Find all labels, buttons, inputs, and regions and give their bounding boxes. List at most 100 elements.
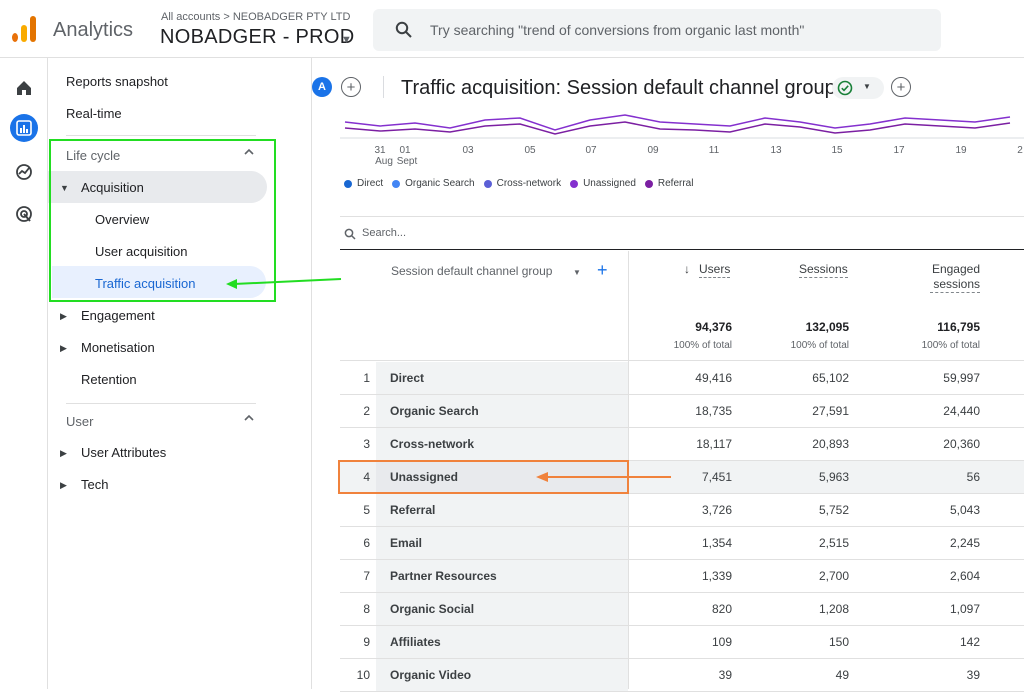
- table-row[interactable]: 8 Organic Social 820 1,208 1,097: [340, 593, 1024, 626]
- sort-desc-icon[interactable]: ↓: [684, 262, 690, 276]
- nav-user-attributes[interactable]: User Attributes: [81, 445, 167, 460]
- table-row[interactable]: 3 Cross-network 18,117 20,893 20,360: [340, 428, 1024, 461]
- row-sessions: 49: [835, 668, 849, 682]
- total-engaged-pct: 100% of total: [921, 340, 980, 351]
- add-comparison-icon[interactable]: +: [341, 77, 361, 97]
- advertising-icon[interactable]: [10, 200, 38, 228]
- nav-user-acquisition[interactable]: User acquisition: [95, 244, 188, 259]
- add-filter-icon[interactable]: +: [891, 77, 911, 97]
- legend-item[interactable]: Referral: [644, 178, 693, 189]
- legend-item[interactable]: Cross-network: [483, 178, 561, 189]
- row-channel-name[interactable]: Organic Search: [390, 404, 479, 418]
- table-row[interactable]: 5 Referral 3,726 5,752 5,043: [340, 494, 1024, 527]
- home-icon[interactable]: [10, 74, 38, 102]
- nav-reports-snapshot[interactable]: Reports snapshot: [66, 74, 168, 89]
- reports-icon[interactable]: [10, 114, 38, 142]
- table-search[interactable]: Search...: [340, 216, 1024, 250]
- green-arrow: [226, 278, 342, 289]
- search-input[interactable]: Try searching "trend of conversions from…: [430, 22, 805, 38]
- dimension-selector[interactable]: Session default channel group: [391, 264, 553, 278]
- caret-down-icon[interactable]: ▼: [341, 34, 352, 46]
- row-sessions: 27,591: [812, 404, 849, 418]
- legend-item[interactable]: Unassigned: [570, 178, 636, 189]
- table-row[interactable]: 4 Unassigned 7,451 5,963 56: [340, 461, 1024, 494]
- row-engaged-sessions: 142: [959, 635, 980, 649]
- table-row[interactable]: 2 Organic Search 18,735 27,591 24,440: [340, 395, 1024, 428]
- row-sessions: 2,700: [818, 569, 849, 583]
- metric-header-engaged-sessions[interactable]: Engaged sessions: [930, 262, 980, 293]
- app-name: Analytics: [53, 19, 134, 41]
- x-tick-label: 19: [955, 145, 967, 156]
- chevron-up-icon[interactable]: [243, 146, 255, 161]
- x-month-label: Aug: [375, 156, 393, 167]
- analytics-logo-icon[interactable]: [12, 16, 38, 42]
- legend-label: Direct: [357, 178, 384, 189]
- row-channel-name[interactable]: Cross-network: [390, 437, 475, 451]
- x-tick-label: 03: [462, 145, 474, 156]
- metric-header-sessions[interactable]: Sessions: [799, 262, 848, 278]
- table-header: [340, 251, 1024, 361]
- caret-down-icon[interactable]: ▼: [60, 183, 69, 193]
- row-channel-name[interactable]: Organic Video: [390, 668, 472, 682]
- row-channel-name[interactable]: Direct: [390, 371, 425, 385]
- series-line: [344, 121, 1011, 135]
- dimension-cell-bg: [376, 494, 628, 526]
- caret-down-icon[interactable]: ▼: [573, 268, 581, 277]
- nav-monetisation[interactable]: Monetisation: [81, 340, 155, 355]
- row-channel-name[interactable]: Unassigned: [390, 470, 459, 484]
- row-sessions: 5,963: [818, 470, 849, 484]
- status-chip[interactable]: ▼: [832, 77, 884, 99]
- caret-right-icon[interactable]: ▶: [60, 343, 67, 353]
- row-channel-name[interactable]: Organic Social: [390, 602, 475, 616]
- table-row[interactable]: 9 Affiliates 109 150 142: [340, 626, 1024, 659]
- nav-retention[interactable]: Retention: [81, 372, 137, 387]
- icon-rail: [0, 58, 48, 689]
- comparison-avatar[interactable]: A: [312, 77, 332, 97]
- x-month-label: Sept: [397, 156, 418, 167]
- row-sessions: 20,893: [812, 437, 849, 451]
- row-users: 18,117: [696, 437, 732, 451]
- nav-section-user[interactable]: User: [66, 414, 94, 429]
- chevron-up-icon[interactable]: [243, 412, 255, 427]
- orange-arrow: [536, 472, 671, 482]
- nav-traffic-acquisition[interactable]: Traffic acquisition: [95, 276, 196, 291]
- property-selector[interactable]: NOBADGER - PROD: [160, 26, 355, 48]
- table-row[interactable]: 6 Email 1,354 2,515 2,245: [340, 527, 1024, 560]
- nav-realtime[interactable]: Real-time: [66, 106, 122, 121]
- add-dimension-icon[interactable]: +: [597, 260, 608, 280]
- legend-item[interactable]: Organic Search: [392, 178, 475, 189]
- table-row[interactable]: 7 Partner Resources 1,339 2,700 2,604: [340, 560, 1024, 593]
- row-channel-name[interactable]: Partner Resources: [390, 569, 497, 583]
- row-engaged-sessions: 5,043: [949, 503, 980, 517]
- nav-tech[interactable]: Tech: [81, 477, 109, 492]
- table-row[interactable]: 10 Organic Video 39 49 39: [340, 659, 1024, 692]
- caret-right-icon[interactable]: ▶: [60, 448, 67, 458]
- explore-icon[interactable]: [10, 158, 38, 186]
- x-tick-label: 13: [770, 145, 782, 156]
- row-users: 1,339: [701, 569, 732, 583]
- table-row[interactable]: 1 Direct 49,416 65,102 59,997: [340, 362, 1024, 395]
- row-channel-name[interactable]: Affiliates: [390, 635, 441, 649]
- nav-divider: [66, 135, 256, 136]
- row-engaged-sessions: 59,997: [943, 371, 980, 385]
- legend-dot: [392, 179, 401, 188]
- row-channel-name[interactable]: Referral: [390, 503, 436, 517]
- table-search-input[interactable]: Search...: [362, 227, 407, 239]
- metric-header-users[interactable]: Users: [699, 262, 731, 278]
- row-engaged-sessions: 39: [966, 668, 980, 682]
- nav-acquisition[interactable]: Acquisition: [81, 180, 144, 195]
- legend-item[interactable]: Direct: [344, 178, 383, 189]
- caret-right-icon[interactable]: ▶: [60, 480, 67, 490]
- nav-overview[interactable]: Overview: [95, 212, 150, 227]
- legend-dot: [644, 179, 653, 188]
- caret-right-icon[interactable]: ▶: [60, 311, 67, 321]
- account-breadcrumb[interactable]: All accounts > NEOBADGER PTY LTD: [161, 11, 351, 23]
- total-sessions-pct: 100% of total: [790, 340, 849, 351]
- legend-dot: [344, 179, 352, 188]
- nav-engagement[interactable]: Engagement: [81, 308, 155, 323]
- search-bar[interactable]: Try searching "trend of conversions from…: [373, 9, 941, 51]
- nav-section-lifecycle[interactable]: Life cycle: [66, 148, 121, 163]
- row-channel-name[interactable]: Email: [390, 536, 423, 550]
- row-sessions: 150: [828, 635, 849, 649]
- search-icon: [344, 228, 356, 240]
